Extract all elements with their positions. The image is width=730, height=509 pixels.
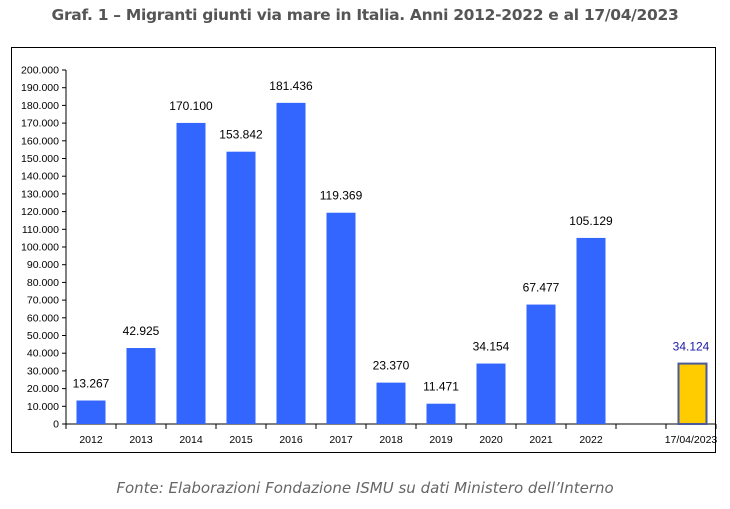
y-tick-label: 190.000 — [21, 82, 59, 94]
y-tick-label: 150.000 — [21, 153, 59, 165]
x-tick-label: 2013 — [129, 434, 153, 446]
x-tick-label: 2012 — [79, 434, 103, 446]
data-label: 153.842 — [219, 128, 263, 142]
data-label: 34.124 — [673, 340, 710, 354]
bar — [376, 382, 406, 424]
x-tick-label: 2017 — [329, 434, 353, 446]
data-label: 181.436 — [269, 79, 313, 93]
y-tick-label: 90.000 — [27, 259, 59, 271]
data-label: 67.477 — [523, 281, 560, 295]
x-tick-label: 2014 — [179, 434, 203, 446]
bar-highlight — [677, 362, 708, 426]
data-label: 13.267 — [73, 377, 110, 391]
bar — [76, 400, 106, 424]
y-tick-label: 130.000 — [21, 188, 59, 200]
bar — [226, 151, 256, 425]
bar — [326, 212, 356, 424]
x-tick-label: 2015 — [229, 434, 253, 446]
y-tick-label: 160.000 — [21, 135, 59, 147]
data-label: 23.370 — [373, 359, 410, 373]
data-label: 34.154 — [473, 340, 510, 354]
bar — [176, 122, 206, 424]
y-tick-label: 60.000 — [27, 312, 59, 324]
y-tick-label: 100.000 — [21, 242, 59, 254]
y-tick-label: 170.000 — [21, 118, 59, 130]
y-tick-label: 120.000 — [21, 206, 59, 218]
data-label: 105.129 — [569, 214, 613, 228]
x-tick-label: 17/04/2023 — [665, 434, 718, 446]
x-tick-label: 2022 — [579, 434, 603, 446]
y-tick-label: 20.000 — [27, 383, 59, 395]
x-tick-label: 2016 — [279, 434, 303, 446]
y-tick-label: 30.000 — [27, 365, 59, 377]
y-tick-label: 70.000 — [27, 295, 59, 307]
x-tick-label: 2019 — [429, 434, 453, 446]
x-tick-label: 2021 — [529, 434, 553, 446]
y-tick-label: 110.000 — [22, 224, 59, 236]
data-label: 42.925 — [123, 324, 160, 338]
y-tick-label: 10.000 — [27, 401, 59, 413]
data-label: 11.471 — [423, 380, 459, 394]
bar — [126, 348, 156, 424]
y-tick-label: 140.000 — [21, 171, 59, 183]
chart-source: Fonte: Elaborazioni Fondazione ISMU su d… — [116, 479, 614, 497]
y-tick-label: 180.000 — [21, 100, 59, 112]
x-tick-label: 2020 — [479, 434, 503, 446]
y-tick-label: 50.000 — [27, 330, 59, 342]
y-tick-label: 40.000 — [27, 348, 59, 360]
y-tick-label: 80.000 — [27, 277, 59, 289]
chart-title: Graf. 1 – Migranti giunti via mare in It… — [51, 6, 679, 24]
bar — [276, 102, 306, 424]
y-tick-label: 0 — [53, 419, 59, 431]
bar — [476, 363, 506, 424]
bar — [526, 304, 556, 424]
data-label: 119.369 — [320, 189, 363, 203]
data-label: 170.100 — [169, 99, 213, 113]
bar — [576, 237, 606, 424]
chart-frame — [11, 47, 716, 453]
y-tick-label: 200.000 — [21, 65, 59, 77]
bar — [426, 403, 456, 424]
x-tick-label: 2018 — [379, 434, 403, 446]
